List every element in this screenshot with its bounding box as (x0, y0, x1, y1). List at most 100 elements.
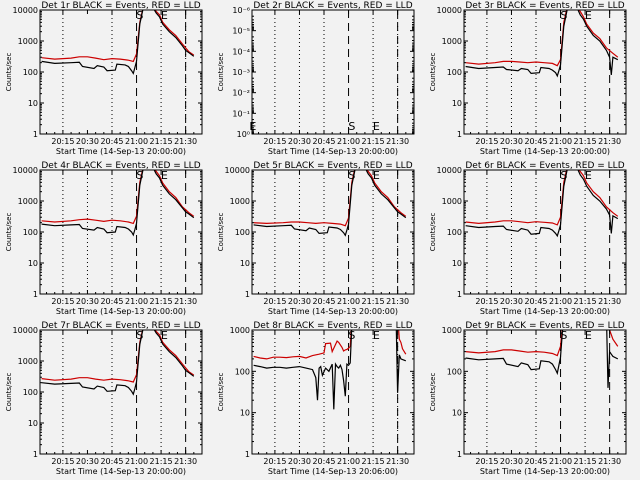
plot-frame (463, 169, 627, 295)
x-tick-label: 20:15 (51, 457, 74, 466)
x-tick-label: 20:15 (51, 297, 74, 306)
y-tick-label: 1 (33, 130, 38, 139)
panel-title: Det 9r BLACK = Events, RED = LLD (465, 321, 624, 331)
y-tick-label: 1 (33, 450, 38, 459)
y-tick-label: 1000 (230, 326, 250, 335)
y-axis-label: Counts/sec (5, 213, 13, 252)
y-tick-label: 100 (447, 68, 462, 77)
y-tick-label: 10000 (13, 6, 38, 15)
events-series-line (253, 170, 407, 237)
lld-series-line (41, 10, 195, 63)
y-tick-label: 10⁻² (232, 89, 250, 98)
x-tick-label: 20:15 (475, 297, 498, 306)
y-tick-label: 10 (452, 99, 462, 108)
panel-title: Det 3r BLACK = Events, RED = LLD (465, 1, 624, 11)
y-tick-label: 100 (23, 388, 38, 397)
y-tick-label: 10000 (437, 166, 462, 175)
x-tick-label: 20:15 (263, 297, 286, 306)
y-axis-label: Counts/sec (5, 373, 13, 412)
x-axis-label: Start Time (14-Sep-13 20:06:00) (268, 467, 398, 476)
marker-s: S (560, 329, 567, 342)
panel-title: Det 2r BLACK = Events, RED = LLD (253, 1, 412, 11)
marker-s: S (136, 329, 143, 342)
marker-e: E (373, 120, 380, 133)
y-tick-label: 10 (28, 99, 38, 108)
panel-title: Det 6r BLACK = Events, RED = LLD (465, 161, 624, 171)
marker-s: S (348, 329, 355, 342)
y-tick-label: 10 (452, 409, 462, 418)
plot-frame (39, 9, 203, 135)
x-tick-label: 21:15 (362, 457, 385, 466)
y-tick-label: 10⁰ (237, 130, 250, 139)
y-tick-label: 10 (28, 259, 38, 268)
x-axis-label: Start Time (14-Sep-13 20:00:00) (56, 147, 186, 156)
y-axis-label: Counts/sec (217, 53, 225, 92)
plot-frame (251, 9, 415, 135)
y-tick-label: 10 (28, 419, 38, 428)
lld-series-line (465, 330, 619, 357)
x-axis-label: Start Time (14-Sep-13 20:00:00) (268, 307, 398, 316)
y-axis-label: Counts/sec (429, 53, 437, 92)
marker-s: S (348, 169, 355, 182)
panel-title: Det 1r BLACK = Events, RED = LLD (41, 1, 200, 11)
x-tick-label: 20:30 (288, 457, 311, 466)
plot-frame (39, 329, 203, 455)
y-tick-label: 10 (240, 259, 250, 268)
panel-det-9r: S E 1 10 100 1000 20:15 20:30 20:45 21:00 21:15 21:… (429, 321, 627, 476)
y-tick-label: 1000 (442, 326, 462, 335)
x-axis-label: Start Time (14-Sep-13 20:00:00) (56, 307, 186, 316)
events-series-line (465, 10, 619, 78)
y-tick-label: 1 (245, 290, 250, 299)
x-tick-label: 21:15 (574, 457, 597, 466)
lld-series-line (41, 330, 195, 383)
marker-e: E (161, 169, 168, 182)
plot-frame (251, 169, 415, 295)
y-tick-label: 10000 (13, 326, 38, 335)
events-series-line (41, 10, 195, 75)
marker-s: S (560, 169, 567, 182)
y-tick-label: 10 (240, 409, 250, 418)
x-tick-label: 21:30 (174, 297, 197, 306)
x-tick-label: 20:45 (312, 457, 335, 466)
x-tick-label: 21:30 (598, 297, 621, 306)
y-tick-label: 1000 (442, 37, 462, 46)
y-tick-label: 1 (457, 450, 462, 459)
marker-s: S (560, 9, 567, 22)
panel-title: Det 7r BLACK = Events, RED = LLD (41, 321, 200, 331)
y-tick-label: 1000 (18, 357, 38, 366)
y-axis-label: Counts/sec (5, 53, 13, 92)
x-tick-label: 20:30 (76, 137, 99, 146)
x-tick-label: 21:15 (150, 297, 173, 306)
x-tick-label: 20:45 (100, 457, 123, 466)
x-tick-label: 20:15 (475, 457, 498, 466)
y-axis-label: Counts/sec (217, 213, 225, 252)
y-tick-label: 10 (452, 259, 462, 268)
marker-e: E (373, 169, 380, 182)
marker-e: E (585, 169, 592, 182)
events-series-line (41, 330, 195, 396)
x-tick-label: 20:45 (312, 137, 335, 146)
marker-e: E (161, 9, 168, 22)
y-axis-label: Counts/sec (217, 373, 225, 412)
x-tick-label: 21:00 (549, 297, 572, 306)
marker-e: E (373, 329, 380, 342)
x-tick-label: 21:00 (337, 457, 360, 466)
y-tick-label: 100 (235, 367, 250, 376)
x-tick-label: 20:15 (263, 137, 286, 146)
y-tick-label: 1 (457, 130, 462, 139)
x-tick-label: 20:45 (100, 297, 123, 306)
events-series-line (253, 330, 407, 410)
x-tick-label: 20:45 (312, 297, 335, 306)
x-tick-label: 20:45 (524, 297, 547, 306)
y-tick-label: 10⁻⁵ (232, 27, 250, 36)
y-tick-label: 100 (447, 228, 462, 237)
y-tick-label: 1 (245, 450, 250, 459)
y-tick-label: 10⁻⁶ (232, 6, 250, 15)
x-axis-label: Start Time (14-Sep-13 20:00:00) (56, 467, 186, 476)
x-tick-label: 21:00 (549, 457, 572, 466)
x-tick-label: 20:45 (100, 137, 123, 146)
x-tick-label: 21:30 (174, 457, 197, 466)
